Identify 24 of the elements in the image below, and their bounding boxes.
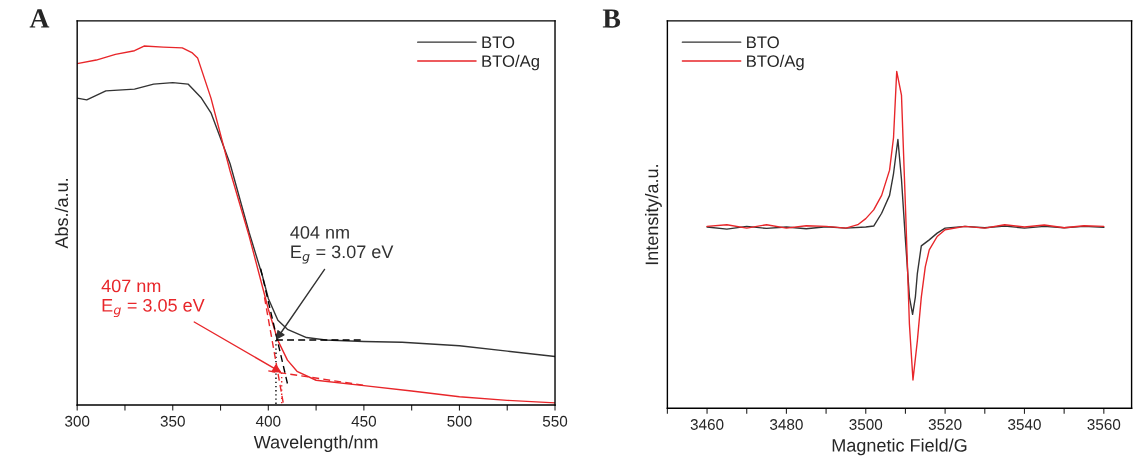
x-tick-label: 300 — [65, 415, 90, 427]
x-axis-title: Wavelength/nm — [253, 435, 378, 453]
legend-label: BTO/Ag — [747, 54, 804, 71]
annotation: 407 nm E$_{g}$ = 3.05 eV — [101, 279, 205, 318]
x-axis-title: Magnetic Field/G — [832, 438, 967, 456]
x-tick-label: 450 — [351, 415, 377, 427]
x-tick-label: 3460 — [690, 419, 724, 430]
chart-title: B — [602, 9, 621, 28]
x-tick-label: 3480 — [770, 419, 803, 430]
legend-label: BTO — [482, 36, 515, 49]
chart-title: A — [29, 9, 50, 28]
x-tick-label: 400 — [255, 415, 281, 427]
x-tick-label: 3520 — [928, 419, 962, 430]
x-tick-label: 500 — [447, 415, 472, 427]
y-axis-title: Intensity/a.u. — [644, 165, 662, 265]
legend-label: BTO/Ag — [482, 54, 539, 71]
x-tick-label: 3500 — [849, 419, 883, 430]
x-tick-label: 350 — [160, 415, 185, 427]
y-axis-title: Abs./a.u. — [54, 178, 69, 249]
annotation: 404 nm E$_{g}$ = 3.07 eV — [290, 226, 394, 264]
x-tick-label: 3540 — [1008, 419, 1041, 430]
x-tick-label: 550 — [542, 415, 568, 427]
x-tick-label: 3560 — [1087, 419, 1121, 430]
legend-label: BTO — [747, 36, 779, 49]
